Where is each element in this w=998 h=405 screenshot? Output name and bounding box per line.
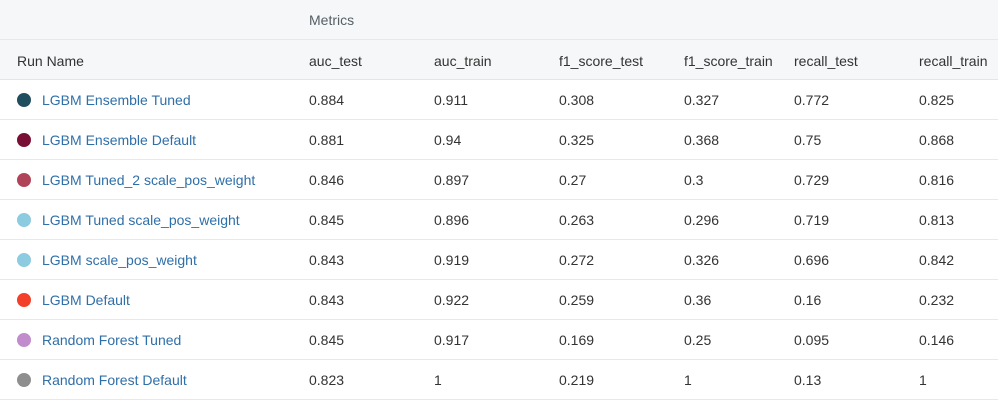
cell-auc-train: 0.911 <box>434 92 468 108</box>
run-name-link[interactable]: LGBM Default <box>42 292 130 308</box>
cell-auc-train: 0.922 <box>434 292 470 308</box>
cell-recall-test: 0.75 <box>794 132 822 148</box>
column-header-recall-train[interactable]: recall_train <box>919 53 988 69</box>
run-color-dot-icon <box>17 213 31 227</box>
run-color-dot-icon <box>17 93 31 107</box>
column-header-auc-train[interactable]: auc_train <box>434 53 492 69</box>
run-name-link[interactable]: LGBM Ensemble Tuned <box>42 92 191 108</box>
cell-f1-score-test: 0.259 <box>559 292 595 308</box>
run-name-link[interactable]: LGBM scale_pos_weight <box>42 252 197 268</box>
column-header-auc-test[interactable]: auc_test <box>309 53 362 69</box>
cell-f1-score-train: 0.368 <box>684 132 720 148</box>
cell-f1-score-train: 0.296 <box>684 212 720 228</box>
cell-recall-train: 0.232 <box>919 292 955 308</box>
column-group-header-row: Metrics <box>0 0 998 40</box>
cell-f1-score-train: 0.3 <box>684 172 704 188</box>
run-name-cell: LGBM Tuned_2 scale_pos_weight <box>17 172 255 188</box>
run-color-dot-icon <box>17 333 31 347</box>
run-name-link[interactable]: Random Forest Tuned <box>42 332 182 348</box>
cell-recall-train: 0.842 <box>919 252 955 268</box>
run-name-cell: LGBM Tuned scale_pos_weight <box>17 212 240 228</box>
cell-auc-train: 0.896 <box>434 212 470 228</box>
table-row: LGBM Default 0.843 0.922 0.259 0.36 0.16 0.232 <box>0 280 998 320</box>
cell-auc-train: 0.917 <box>434 332 470 348</box>
cell-recall-test: 0.696 <box>794 252 830 268</box>
cell-f1-score-test: 0.169 <box>559 332 595 348</box>
table-row: LGBM Tuned_2 scale_pos_weight 0.846 0.897 0… <box>0 160 998 200</box>
cell-auc-test: 0.881 <box>309 132 345 148</box>
cell-recall-train: 0.825 <box>919 92 955 108</box>
table-row: Random Forest Default 0.823 1 0.219 1 0.13 1 <box>0 360 998 400</box>
cell-recall-test: 0.729 <box>794 172 830 188</box>
cell-f1-score-test: 0.27 <box>559 172 587 188</box>
column-header-f1-score-train[interactable]: f1_score_train <box>684 53 773 69</box>
cell-recall-test: 0.13 <box>794 372 822 388</box>
cell-f1-score-test: 0.219 <box>559 372 595 388</box>
cell-auc-test: 0.843 <box>309 252 345 268</box>
cell-f1-score-train: 0.327 <box>684 92 720 108</box>
metrics-group-label: Metrics <box>309 12 355 28</box>
cell-recall-train: 0.868 <box>919 132 955 148</box>
run-name-link[interactable]: Random Forest Default <box>42 372 187 388</box>
run-color-dot-icon <box>17 373 31 387</box>
cell-auc-train: 0.919 <box>434 252 470 268</box>
column-header-run-name[interactable]: Run Name <box>17 53 84 69</box>
cell-f1-score-test: 0.263 <box>559 212 595 228</box>
table-row: LGBM Tuned scale_pos_weight 0.845 0.896 0.2… <box>0 200 998 240</box>
run-name-link[interactable]: LGBM Ensemble Default <box>42 132 197 148</box>
cell-recall-train: 0.146 <box>919 332 955 348</box>
cell-auc-train: 1 <box>434 372 442 388</box>
cell-auc-test: 0.845 <box>309 212 345 228</box>
cell-auc-test: 0.884 <box>309 92 345 108</box>
cell-f1-score-train: 0.326 <box>684 252 720 268</box>
cell-recall-test: 0.16 <box>794 292 822 308</box>
column-header-f1-score-test[interactable]: f1_score_test <box>559 53 644 69</box>
cell-recall-train: 0.813 <box>919 212 955 228</box>
cell-auc-test: 0.845 <box>309 332 345 348</box>
table-body: LGBM Ensemble Tuned 0.884 0.911 0.308 0.327 0… <box>0 80 998 400</box>
table-row: LGBM scale_pos_weight 0.843 0.919 0.272 0.32… <box>0 240 998 280</box>
table-row: Random Forest Tuned 0.845 0.917 0.169 0.25 0.… <box>0 320 998 360</box>
run-name-cell: Random Forest Tuned <box>17 332 181 348</box>
cell-f1-score-test: 0.325 <box>559 132 595 148</box>
run-name-link[interactable]: LGBM Tuned_2 scale_pos_weight <box>42 172 256 188</box>
cell-f1-score-train: 1 <box>684 372 692 388</box>
column-header-recall-test[interactable]: recall_test <box>794 53 858 69</box>
cell-auc-train: 0.94 <box>434 132 462 148</box>
run-name-cell: LGBM Default <box>17 292 130 308</box>
run-name-cell: LGBM Ensemble Default <box>17 132 196 148</box>
run-color-dot-icon <box>17 133 31 147</box>
cell-f1-score-test: 0.272 <box>559 252 595 268</box>
cell-recall-test: 0.719 <box>794 212 830 228</box>
run-name-cell: LGBM scale_pos_weight <box>17 252 197 268</box>
cell-auc-test: 0.823 <box>309 372 345 388</box>
run-name-link[interactable]: LGBM Tuned scale_pos_weight <box>42 212 240 228</box>
run-color-dot-icon <box>17 293 31 307</box>
run-name-cell: LGBM Ensemble Tuned <box>17 92 191 108</box>
cell-recall-test: 0.772 <box>794 92 830 108</box>
run-name-cell: Random Forest Default <box>17 372 187 388</box>
cell-recall-train: 0.816 <box>919 172 955 188</box>
table-header-row: Run Name auc_test auc_train f1_score_tes… <box>0 40 998 80</box>
run-color-dot-icon <box>17 173 31 187</box>
cell-auc-test: 0.843 <box>309 292 345 308</box>
cell-auc-test: 0.846 <box>309 172 345 188</box>
cell-f1-score-train: 0.25 <box>684 332 712 348</box>
table-row: LGBM Ensemble Tuned 0.884 0.911 0.308 0.327 0… <box>0 80 998 120</box>
cell-recall-test: 0.095 <box>794 332 830 348</box>
table-row: LGBM Ensemble Default 0.881 0.94 0.325 0.368… <box>0 120 998 160</box>
cell-f1-score-train: 0.36 <box>684 292 712 308</box>
run-color-dot-icon <box>17 253 31 267</box>
cell-auc-train: 0.897 <box>434 172 470 188</box>
cell-recall-train: 1 <box>919 372 927 388</box>
cell-f1-score-test: 0.308 <box>559 92 595 108</box>
